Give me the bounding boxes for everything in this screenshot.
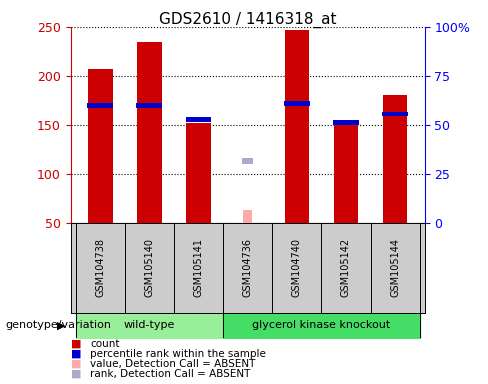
Text: GSM105142: GSM105142 [341, 238, 351, 297]
Text: percentile rank within the sample: percentile rank within the sample [90, 349, 266, 359]
Text: genotype/variation: genotype/variation [5, 320, 111, 331]
Text: rank, Detection Call = ABSENT: rank, Detection Call = ABSENT [90, 369, 251, 379]
Text: count: count [90, 339, 120, 349]
Text: glycerol kinase knockout: glycerol kinase knockout [252, 320, 390, 331]
Text: ■: ■ [71, 359, 81, 369]
Bar [137, 103, 163, 108]
Bar [186, 123, 211, 223]
Text: ▶: ▶ [57, 320, 65, 331]
Bar [244, 210, 252, 223]
Text: GSM105140: GSM105140 [144, 238, 154, 297]
Bar [383, 95, 407, 223]
Bar [137, 41, 162, 223]
Text: value, Detection Call = ABSENT: value, Detection Call = ABSENT [90, 359, 256, 369]
Text: GSM105144: GSM105144 [390, 238, 400, 297]
Text: GSM104738: GSM104738 [95, 238, 105, 297]
Text: GDS2610 / 1416318_at: GDS2610 / 1416318_at [159, 12, 336, 28]
Bar [334, 123, 358, 223]
Text: GSM104740: GSM104740 [292, 238, 302, 297]
Bar [382, 112, 408, 116]
Text: wild-type: wild-type [123, 320, 175, 331]
Text: ■: ■ [71, 369, 81, 379]
Bar [284, 101, 310, 106]
Bar [87, 103, 113, 108]
Text: ■: ■ [71, 339, 81, 349]
Bar [333, 121, 359, 125]
Text: GSM105141: GSM105141 [194, 238, 203, 297]
Bar [242, 158, 253, 164]
Text: GSM104736: GSM104736 [243, 238, 253, 297]
Bar [185, 118, 211, 122]
Text: ■: ■ [71, 349, 81, 359]
Bar [285, 30, 309, 223]
Bar [88, 69, 113, 223]
